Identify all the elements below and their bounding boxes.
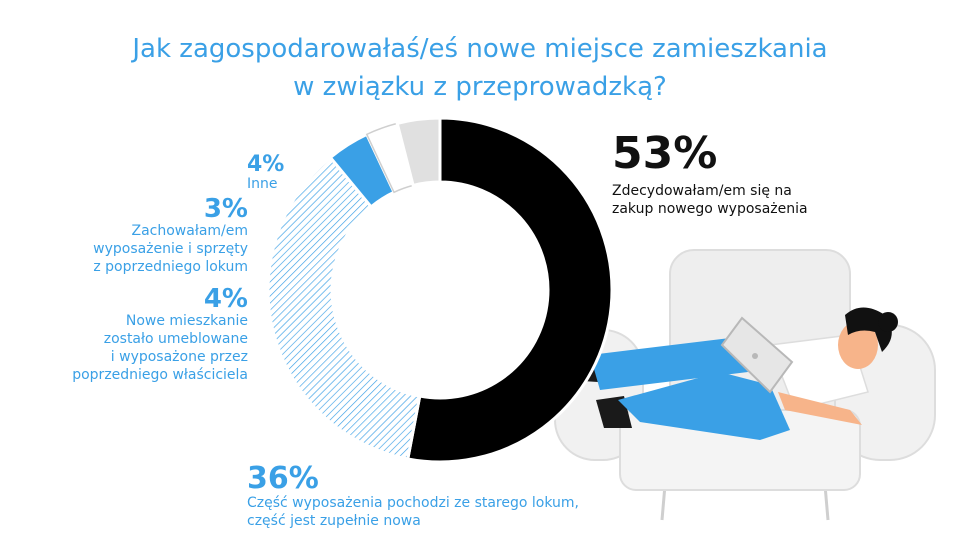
slice-percent: 4% [203, 284, 248, 314]
chart-title-line-2: w związku z przeprowadzką? [293, 72, 667, 102]
slice-label-other: 4% Inne [247, 152, 285, 193]
donut-slice-mixed [266, 155, 422, 461]
slice-label-furnished-by-previous-owner: 4% Nowe mieszkanie zostało umeblowane i … [18, 286, 248, 384]
slice-description: Część wyposażenia pochodzi ze starego lo… [247, 495, 579, 529]
donut-slice-other [395, 116, 442, 188]
slice-description: Zachowałam/em wyposażenie i sprzęty z po… [93, 223, 248, 275]
slice-label-mixed: 36% Część wyposażenia pochodzi ze stareg… [247, 464, 579, 530]
chart-title-line-1: Jak zagospodarowałaś/eś nowe miejsce zam… [132, 34, 828, 64]
slice-percent: 36% [247, 461, 319, 496]
person-illustration [560, 307, 898, 440]
donut-chart [266, 116, 614, 464]
donut-slice-new-furnishing [406, 116, 614, 464]
slice-label-new-furnishing: 53% Zdecydowałam/em się na zakup nowego … [612, 132, 808, 218]
slice-description: Inne [247, 176, 278, 192]
slice-percent: 3% [203, 194, 248, 224]
slice-percent: 4% [247, 152, 285, 177]
slice-percent: 53% [612, 128, 718, 179]
slice-description: Zdecydowałam/em się na zakup nowego wypo… [612, 183, 808, 217]
slice-label-kept-old: 3% Zachowałam/em wyposażenie i sprzęty z… [38, 196, 248, 276]
chart-title: Jak zagospodarowałaś/eś nowe miejsce zam… [0, 30, 960, 106]
slice-description: Nowe mieszkanie zostało umeblowane i wyp… [72, 313, 248, 383]
